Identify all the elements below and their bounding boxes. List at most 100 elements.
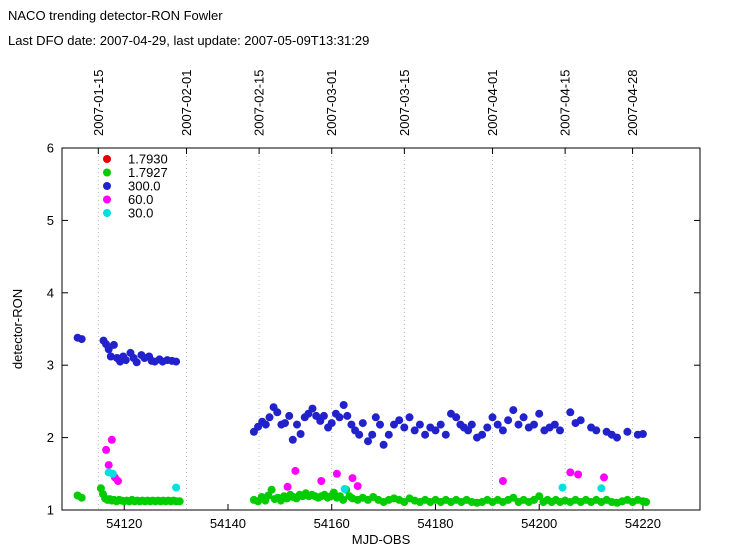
data-point <box>308 404 317 413</box>
data-point <box>285 411 294 420</box>
data-point <box>395 416 404 425</box>
data-point <box>339 401 348 409</box>
series-1.7927 <box>73 484 651 507</box>
data-point <box>421 430 430 439</box>
data-point <box>108 469 117 478</box>
data-point <box>114 477 122 485</box>
x-tick-label: 54140 <box>210 516 246 531</box>
data-point <box>535 492 544 501</box>
x2-tick-label: 2007-02-01 <box>179 70 194 136</box>
y-tick-label: 6 <box>47 141 54 156</box>
data-point <box>638 430 647 438</box>
data-point <box>613 433 621 442</box>
data-point <box>343 411 352 420</box>
data-point <box>431 426 440 435</box>
data-point <box>175 497 184 506</box>
data-point <box>358 419 367 428</box>
x2-tick-label: 2007-04-15 <box>558 70 573 137</box>
y-tick-label: 2 <box>47 430 54 445</box>
data-point <box>283 482 292 491</box>
data-point <box>436 420 445 429</box>
legend-marker <box>103 182 111 190</box>
data-point <box>172 357 181 366</box>
data-point <box>353 482 362 491</box>
data-point <box>355 430 364 439</box>
data-point <box>368 430 377 439</box>
data-point <box>400 423 409 432</box>
data-point <box>339 495 348 504</box>
data-point <box>327 419 336 428</box>
data-point <box>592 426 601 435</box>
data-point <box>291 466 300 475</box>
data-point <box>384 430 393 439</box>
x-tick-label: 54220 <box>625 516 661 531</box>
x2-tick-label: 2007-03-01 <box>324 70 339 137</box>
data-point <box>556 426 564 435</box>
data-point <box>574 470 583 479</box>
legend-marker <box>103 209 111 217</box>
data-point <box>77 335 86 344</box>
x-tick-label: 54200 <box>521 516 557 531</box>
data-point <box>293 420 301 429</box>
data-point <box>340 485 349 493</box>
data-point <box>478 430 487 439</box>
y-tick-label: 4 <box>47 285 54 300</box>
data-point <box>317 477 326 485</box>
data-point <box>132 358 141 367</box>
legend-label: 30.0 <box>128 206 153 221</box>
data-point <box>109 340 118 349</box>
legend-marker <box>103 155 111 163</box>
data-point <box>530 420 538 429</box>
chart-subtitle: Last DFO date: 2007-04-29, last update: … <box>8 33 370 48</box>
data-point <box>379 440 388 449</box>
data-point <box>498 426 507 435</box>
data-point <box>332 469 341 478</box>
data-point <box>281 419 289 428</box>
data-point <box>390 420 398 429</box>
data-point <box>566 408 575 417</box>
data-point <box>464 426 473 435</box>
data-point <box>467 420 476 429</box>
data-point <box>452 413 461 422</box>
data-point <box>296 430 305 438</box>
data-point <box>519 413 528 422</box>
data-point <box>371 413 380 422</box>
legend-label: 1.7930 <box>128 152 168 167</box>
data-point <box>376 420 384 429</box>
legend-label: 1.7927 <box>128 165 168 180</box>
series-300.0 <box>73 333 647 449</box>
data-point <box>273 408 282 417</box>
data-point <box>415 420 424 429</box>
data-point <box>104 461 113 470</box>
legend-marker <box>103 168 111 177</box>
data-point <box>106 352 115 361</box>
y-tick-label: 3 <box>47 358 54 373</box>
data-point <box>623 427 632 436</box>
data-point <box>558 483 567 492</box>
x-tick-label: 54120 <box>106 516 142 531</box>
data-point <box>600 473 608 482</box>
data-point <box>172 483 181 492</box>
data-point <box>483 423 492 432</box>
data-point <box>493 420 502 429</box>
data-point <box>550 420 559 429</box>
data-point <box>410 426 419 435</box>
data-point <box>288 435 297 444</box>
chart-title: NACO trending detector-RON Fowler <box>8 8 223 23</box>
data-point <box>77 493 86 502</box>
data-point <box>348 474 357 483</box>
data-point <box>364 437 372 446</box>
legend-label: 60.0 <box>128 192 153 207</box>
data-point <box>265 413 274 422</box>
plot-border <box>61 147 701 511</box>
y-tick-label: 5 <box>47 213 54 228</box>
data-point <box>535 409 544 418</box>
data-point <box>642 498 651 506</box>
x2-tick-label: 2007-04-28 <box>625 70 640 137</box>
data-point <box>267 485 276 494</box>
data-point <box>335 413 344 422</box>
data-point <box>441 430 450 439</box>
